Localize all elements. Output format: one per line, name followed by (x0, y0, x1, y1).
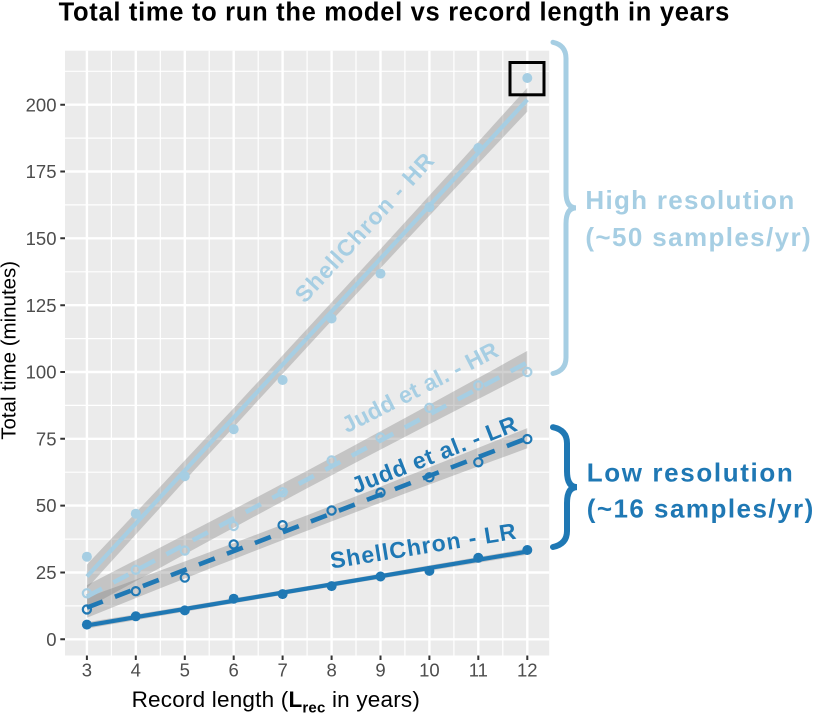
svg-text:9: 9 (375, 660, 385, 681)
svg-text:7: 7 (277, 660, 287, 681)
svg-text:0: 0 (46, 629, 56, 650)
svg-text:50: 50 (36, 495, 57, 516)
svg-text:Total time (minutes): Total time (minutes) (0, 261, 21, 440)
svg-text:75: 75 (36, 428, 57, 449)
svg-text:11: 11 (469, 660, 488, 681)
svg-text:200: 200 (26, 94, 57, 115)
svg-text:100: 100 (26, 362, 57, 383)
svg-text:(~16 samples/yr): (~16 samples/yr) (587, 494, 815, 524)
svg-text:5: 5 (180, 660, 190, 681)
svg-text:3: 3 (82, 660, 92, 681)
svg-text:High resolution: High resolution (585, 185, 795, 215)
svg-text:Record length (Lrec in years): Record length (Lrec in years) (132, 687, 420, 717)
svg-text:8: 8 (326, 660, 336, 681)
svg-text:6: 6 (229, 660, 239, 681)
svg-text:12: 12 (517, 660, 538, 681)
svg-text:Low resolution: Low resolution (587, 458, 795, 488)
svg-text:175: 175 (26, 161, 57, 182)
svg-text:4: 4 (131, 660, 141, 681)
svg-text:(~50 samples/yr): (~50 samples/yr) (585, 222, 812, 252)
svg-text:125: 125 (26, 295, 57, 316)
svg-text:150: 150 (26, 228, 57, 249)
svg-text:10: 10 (419, 660, 440, 681)
svg-text:25: 25 (36, 562, 57, 583)
svg-text:Total time to run the model vs: Total time to run the model vs record le… (59, 0, 730, 27)
